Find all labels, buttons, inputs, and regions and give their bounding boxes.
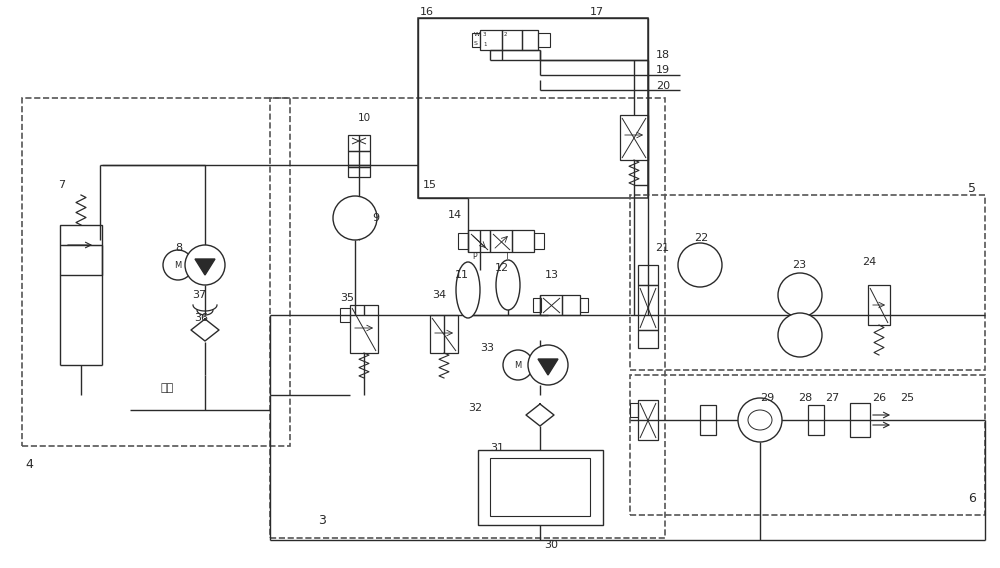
Text: 3: 3 xyxy=(318,513,326,527)
Polygon shape xyxy=(538,359,558,375)
Ellipse shape xyxy=(496,260,520,310)
Text: 19: 19 xyxy=(656,65,670,75)
Bar xyxy=(490,458,590,516)
Bar xyxy=(562,295,580,315)
Bar xyxy=(490,230,512,252)
Text: 31: 31 xyxy=(490,443,504,453)
Bar xyxy=(638,265,658,285)
Bar xyxy=(630,195,985,370)
Text: 3: 3 xyxy=(483,31,486,36)
Bar xyxy=(534,233,544,249)
Bar xyxy=(348,167,370,177)
Text: 27: 27 xyxy=(825,393,839,403)
Bar xyxy=(480,30,502,50)
Text: 16: 16 xyxy=(420,7,434,17)
Text: 20: 20 xyxy=(656,81,670,91)
Bar xyxy=(630,375,985,515)
Text: 9: 9 xyxy=(372,213,379,223)
Text: 2: 2 xyxy=(504,31,508,36)
Text: 29: 29 xyxy=(760,393,774,403)
Bar xyxy=(350,305,378,353)
Bar xyxy=(472,33,480,47)
Circle shape xyxy=(778,313,822,357)
Text: 12: 12 xyxy=(495,263,509,273)
Text: 13: 13 xyxy=(545,270,559,280)
Bar xyxy=(418,18,648,198)
Text: 15: 15 xyxy=(423,180,437,190)
Bar xyxy=(638,285,658,330)
Bar xyxy=(270,98,665,538)
Circle shape xyxy=(778,273,822,317)
Bar xyxy=(458,233,468,249)
Text: T: T xyxy=(505,252,510,261)
Polygon shape xyxy=(195,259,215,275)
Bar xyxy=(468,230,490,252)
Bar xyxy=(808,405,824,435)
Bar xyxy=(538,33,550,47)
Bar xyxy=(60,225,102,275)
Bar xyxy=(868,285,890,325)
Text: 14: 14 xyxy=(448,210,462,220)
Text: 34: 34 xyxy=(432,290,446,300)
Text: 35: 35 xyxy=(340,293,354,303)
Bar xyxy=(580,298,588,312)
Bar xyxy=(348,151,370,167)
Text: 25: 25 xyxy=(900,393,914,403)
Text: 28: 28 xyxy=(798,393,812,403)
Bar xyxy=(478,450,603,525)
Text: 1: 1 xyxy=(483,41,486,47)
Text: 26: 26 xyxy=(872,393,886,403)
Circle shape xyxy=(333,196,377,240)
Text: 24: 24 xyxy=(862,257,876,267)
Ellipse shape xyxy=(456,262,480,318)
Text: W: W xyxy=(474,31,480,36)
Bar xyxy=(630,403,638,417)
Bar xyxy=(522,30,538,50)
Bar xyxy=(850,403,870,437)
Circle shape xyxy=(163,250,193,280)
Circle shape xyxy=(678,243,722,287)
Text: 8: 8 xyxy=(175,243,182,253)
Bar xyxy=(22,98,290,446)
Text: 大气: 大气 xyxy=(160,383,173,393)
Bar xyxy=(533,298,541,312)
Text: 22: 22 xyxy=(694,233,708,243)
Text: 32: 32 xyxy=(468,403,482,413)
Text: 17: 17 xyxy=(590,7,604,17)
Text: M: M xyxy=(174,261,182,269)
Ellipse shape xyxy=(748,410,772,430)
Bar xyxy=(638,330,658,348)
Text: P: P xyxy=(472,252,477,261)
Bar xyxy=(502,30,522,50)
Bar xyxy=(638,400,658,440)
Circle shape xyxy=(185,245,225,285)
Text: 23: 23 xyxy=(792,260,806,270)
Circle shape xyxy=(738,398,782,442)
Circle shape xyxy=(503,350,533,380)
Bar xyxy=(340,308,350,322)
Bar xyxy=(512,230,534,252)
Text: 11: 11 xyxy=(455,270,469,280)
Text: 5: 5 xyxy=(968,182,976,194)
Bar xyxy=(348,135,370,151)
Bar xyxy=(430,315,458,353)
Text: S: S xyxy=(474,40,478,45)
Text: 37: 37 xyxy=(192,290,206,300)
Text: 33: 33 xyxy=(480,343,494,353)
Text: 4: 4 xyxy=(25,458,33,471)
Text: M: M xyxy=(514,361,522,370)
Bar xyxy=(620,115,648,160)
Bar xyxy=(700,405,716,435)
Text: 21: 21 xyxy=(655,243,669,253)
Text: 18: 18 xyxy=(656,50,670,60)
Bar xyxy=(540,295,562,315)
Text: 10: 10 xyxy=(358,113,371,123)
Circle shape xyxy=(528,345,568,385)
Text: 6: 6 xyxy=(968,491,976,504)
Text: 36: 36 xyxy=(194,313,208,323)
Text: 30: 30 xyxy=(544,540,558,550)
Text: 7: 7 xyxy=(58,180,65,190)
